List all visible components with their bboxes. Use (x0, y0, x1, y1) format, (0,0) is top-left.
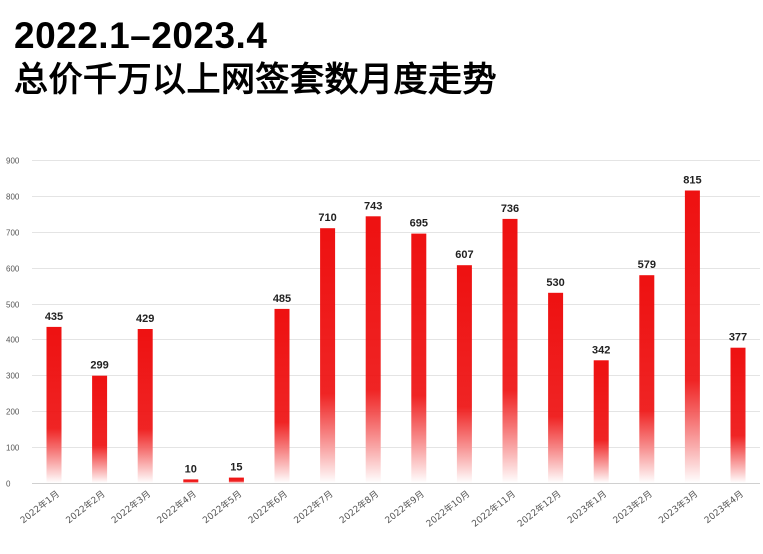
data-label: 15 (230, 462, 242, 474)
x-tick-label: 2023年1月 (565, 488, 609, 526)
bar (274, 308, 290, 483)
data-label: 579 (638, 259, 656, 271)
data-label: 342 (592, 344, 610, 356)
data-label: 10 (185, 463, 197, 475)
x-tick-label: 2022年4月 (155, 488, 199, 526)
x-axis: 2022年1月 2022年2月 2022年3月 2022年4月 2022年5月 2022年… (18, 488, 746, 530)
y-tick-label: 800 (6, 193, 20, 202)
x-tick-label: 2023年3月 (656, 488, 700, 526)
y-tick-label: 300 (6, 372, 20, 381)
data-label: 435 (45, 311, 63, 323)
x-tick-label: 2022年9月 (383, 488, 427, 526)
y-tick-label: 900 (6, 157, 20, 166)
data-label: 607 (455, 249, 473, 261)
y-tick-label: 100 (6, 444, 20, 453)
x-tick-label: 2023年2月 (611, 488, 655, 526)
data-label: 710 (318, 212, 336, 224)
data-label: 743 (364, 200, 382, 212)
data-labels: 435 299 429 10 15 485 710 743 695 607 736 530 342 579… (45, 175, 747, 476)
y-tick-label: 700 (6, 229, 20, 238)
y-tick-label: 600 (6, 265, 20, 274)
bar (411, 233, 427, 483)
x-tick-label: 2022年1月 (18, 488, 62, 526)
data-label: 485 (273, 293, 291, 305)
bar (365, 216, 381, 484)
x-tick-label: 2022年11月 (469, 488, 518, 530)
bar (548, 292, 564, 483)
chart-title: 2022.1–2023.4 总价千万以上网签套数月度走势 (14, 14, 497, 102)
x-tick-label: 2022年3月 (109, 488, 153, 526)
bars (46, 190, 746, 484)
bar (684, 190, 700, 483)
bar (92, 375, 108, 483)
x-tick-label: 2022年5月 (200, 488, 244, 526)
bar (137, 329, 153, 483)
bar (730, 347, 746, 483)
grid (32, 160, 760, 484)
data-label: 530 (546, 277, 564, 289)
x-tick-label: 2022年8月 (337, 488, 381, 526)
data-label: 736 (501, 203, 519, 215)
bar (639, 275, 655, 483)
y-tick-label: 500 (6, 301, 20, 310)
y-tick-label: 400 (6, 336, 20, 345)
bar (502, 218, 518, 483)
bar (456, 265, 472, 483)
y-axis: 0 100 200 300 400 500 600 700 800 900 (6, 157, 20, 489)
x-tick-label: 2022年12月 (515, 488, 564, 530)
data-label: 695 (410, 218, 428, 230)
x-tick-label: 2022年7月 (291, 488, 335, 526)
x-tick-label: 2022年10月 (424, 488, 473, 530)
bar (228, 477, 244, 483)
y-tick-label: 0 (6, 480, 11, 489)
chart-title-line1: 2022.1–2023.4 (14, 15, 268, 56)
bar (183, 479, 199, 483)
y-tick-label: 200 (6, 408, 20, 417)
chart-title-line2: 总价千万以上网签套数月度走势 (14, 60, 497, 100)
data-label: 815 (683, 175, 701, 187)
data-label: 429 (136, 313, 154, 325)
data-label: 377 (729, 332, 747, 344)
x-tick-label: 2022年6月 (246, 488, 290, 526)
bar (320, 228, 336, 483)
x-tick-label: 2023年4月 (702, 488, 746, 526)
x-tick-label: 2022年2月 (63, 488, 107, 526)
bar (46, 326, 62, 483)
data-label: 299 (90, 360, 108, 372)
bar (593, 360, 609, 483)
